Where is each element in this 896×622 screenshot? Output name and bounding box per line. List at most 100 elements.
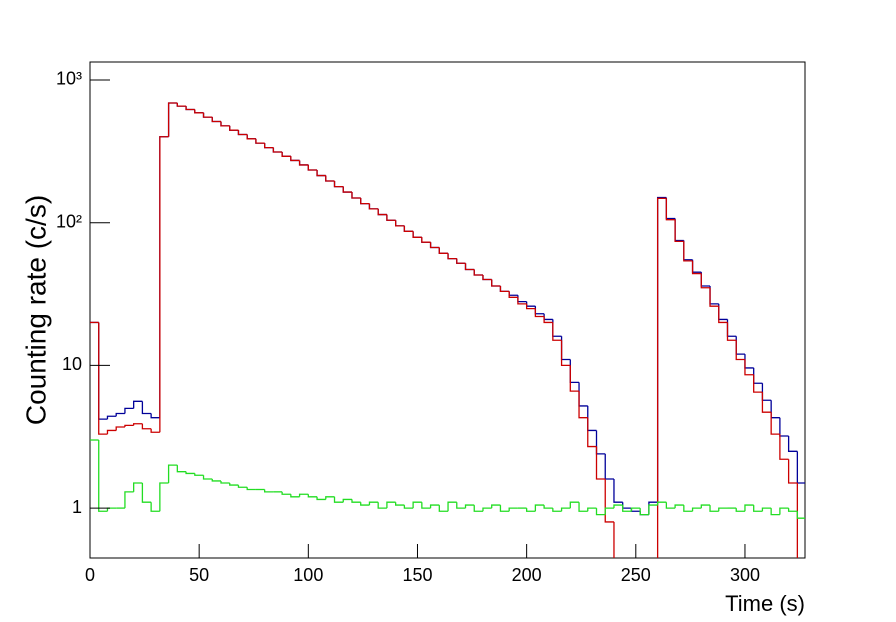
histogram-bin [333,496,344,503]
histogram-bin [429,242,440,249]
histogram-bin [560,507,571,512]
histogram-bin [718,303,728,321]
y-axis-label: Counting rate (c/s) [20,195,51,425]
histogram-bin [377,208,387,216]
histogram-bin [272,147,283,153]
x-tick-label: 50 [189,565,209,585]
histogram-bin [220,480,230,484]
histogram-bin [517,295,527,303]
histogram-bin [709,287,719,307]
histogram-bin [787,508,798,512]
histogram-bin [167,102,178,137]
histogram-bin [578,502,588,512]
histogram-bin [342,498,352,503]
histogram-bin [394,220,405,227]
histogram-bin [98,322,108,435]
histogram-bin [517,297,527,305]
histogram-bin [569,359,580,384]
histogram-bin [525,508,536,512]
histogram-bin [290,156,300,162]
histogram-bin [412,501,422,509]
histogram-bin [753,367,763,384]
histogram-bin [726,319,737,337]
histogram-bin [412,231,422,238]
histogram-bin [691,260,702,275]
histogram-bin [613,478,623,503]
histogram-bin [351,499,361,503]
histogram-bin [351,192,361,199]
histogram-bin [246,134,256,140]
histogram-bin [211,478,221,482]
histogram-bin [587,507,597,512]
histogram-bin [718,306,728,324]
histogram-bin [622,502,632,509]
histogram-bin [753,374,763,393]
histogram-bin [709,286,719,305]
histogram-bin [552,508,562,512]
histogram-bin [394,220,405,227]
x-tick-label: 0 [85,565,95,585]
histogram-bin [351,192,361,199]
histogram-bin [770,412,780,435]
histogram-bin [735,508,745,512]
histogram-bin [133,482,143,492]
histogram-bin [115,412,125,417]
histogram-bin [377,208,387,216]
x-tick-label: 200 [512,565,542,585]
histogram-bin [167,464,178,483]
histogram-bin [394,502,405,506]
histogram-bin [342,186,352,193]
histogram-bin [133,400,143,409]
histogram-bin [255,138,265,144]
histogram-bin [491,504,501,509]
x-tick-label: 100 [293,565,323,585]
histogram-bin [176,102,187,107]
histogram-bin [141,423,152,430]
histogram-bin [534,504,545,512]
histogram-bin [622,505,632,512]
histogram-bin [333,180,344,188]
histogram-bin [683,240,693,261]
histogram-bin [525,303,536,310]
y-tick-label: 10³ [56,69,82,89]
histogram-bin [482,275,492,281]
histogram-bin [770,400,780,419]
histogram-bin [98,322,108,420]
histogram-bin [229,482,239,486]
histogram-bin [421,502,431,509]
histogram-bin [543,505,553,509]
histogram-bin [264,143,274,149]
histogram-bin [421,237,431,243]
histogram-bin [298,493,309,497]
histogram-bin [656,501,667,506]
histogram-bin [368,203,379,210]
histogram-bin [648,501,658,515]
histogram-bin [700,504,711,509]
histogram-bin [770,508,780,516]
histogram-bin [316,496,326,501]
histogram-bin [525,301,536,307]
histogram-bin [438,247,449,254]
histogram-bin [796,511,805,519]
histogram-bin [325,175,335,182]
histogram-bin [464,504,475,509]
histogram-bin [316,170,326,177]
histogram-bin [482,275,492,281]
histogram-bin [456,258,466,264]
histogram-bin [429,242,440,249]
histogram-bin [438,505,449,512]
x-tick-label: 150 [402,565,432,585]
histogram-bin [211,117,221,123]
histogram-bin [159,482,169,512]
histogram-bin [281,151,291,157]
histogram-bin [403,225,414,232]
histogram-bin [307,164,318,171]
histogram-bin [595,430,606,455]
histogram-bin [578,391,588,419]
histogram-bin [456,258,466,264]
histogram-bin [98,440,108,512]
histogram-bin [264,143,274,149]
histogram-bin [508,507,518,512]
histogram-bin [272,147,283,153]
